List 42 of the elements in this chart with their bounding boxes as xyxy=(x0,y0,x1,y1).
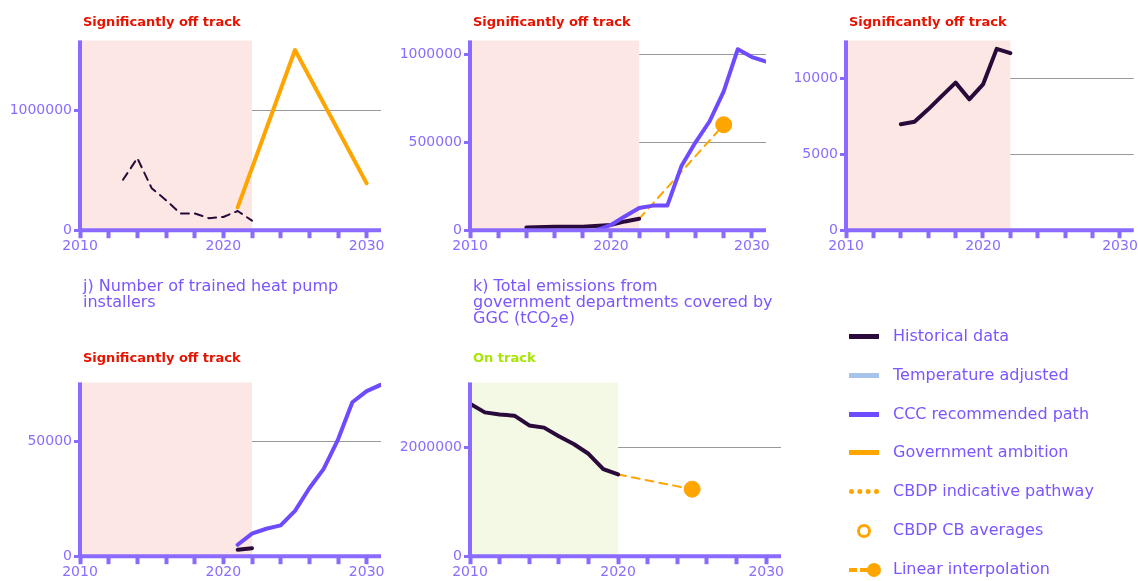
y-tick-label: 1000000 xyxy=(399,45,462,62)
y-tick-label: 10000 xyxy=(793,69,838,85)
y-tick-label: 0 xyxy=(63,220,72,237)
x-tick-label: 2020 xyxy=(593,237,629,254)
y-tick-label: 1000000 xyxy=(9,100,72,117)
x-tick-label: 2020 xyxy=(205,237,242,254)
text: Historical data xyxy=(893,326,1010,345)
y-tick-label: 2000000 xyxy=(399,437,462,454)
chart-subtitle: On track xyxy=(473,350,536,365)
y-tick-label: 0 xyxy=(829,220,838,237)
chart-subtitle: Significantly off track xyxy=(83,14,241,29)
text: CCC recommended path xyxy=(893,403,1090,423)
y-tick-label: 0 xyxy=(453,546,462,563)
text: CBDP CB averages xyxy=(893,520,1044,539)
x-tick-label: 2010 xyxy=(62,563,98,580)
text: Linear interpolation xyxy=(893,558,1050,578)
x-tick-label: 2030 xyxy=(734,237,770,254)
x-tick-label: 2030 xyxy=(1102,237,1138,254)
x-tick-label: 2020 xyxy=(205,563,242,580)
x-tick-label: 2010 xyxy=(452,237,488,254)
y-tick-label: 0 xyxy=(63,546,72,563)
line-series xyxy=(122,157,253,222)
chart-title: k) Total emissions from government departments covered by GGC (tCO$_{2}$e) xyxy=(473,276,774,332)
x-tick-label: 2030 xyxy=(748,563,785,580)
chart-subtitle: Significantly off track xyxy=(849,14,1007,29)
y-tick-label: 50000 xyxy=(27,432,72,449)
x-tick-label: 2030 xyxy=(348,237,385,254)
text: Temperature adjusted xyxy=(893,364,1069,384)
x-tick-label: 2010 xyxy=(828,237,864,254)
y-tick-label: 500000 xyxy=(408,132,462,149)
chart-subtitle: Significantly off track xyxy=(473,14,631,29)
text: CBDP indicative pathway xyxy=(893,481,1094,501)
x-tick-label: 2020 xyxy=(965,237,1001,254)
chart-title: j) Number of trained heat pump installers xyxy=(83,276,340,311)
y-tick-label: 0 xyxy=(453,220,462,237)
text: Government ambition xyxy=(893,442,1069,462)
x-tick-label: 2030 xyxy=(348,563,385,580)
x-tick-label: 2020 xyxy=(600,563,636,580)
chart-subtitle: Significantly off track xyxy=(83,350,241,365)
x-tick-label: 2010 xyxy=(62,237,98,254)
y-tick-label: 5000 xyxy=(802,144,838,161)
x-tick-label: 2010 xyxy=(452,563,488,580)
